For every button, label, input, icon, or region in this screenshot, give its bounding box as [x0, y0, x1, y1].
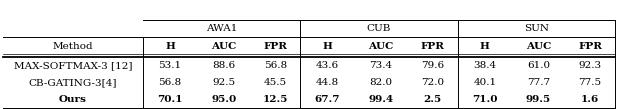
Text: CB-GATING-3[4]: CB-GATING-3[4] [29, 78, 117, 87]
Text: AUC: AUC [369, 43, 394, 51]
Text: 95.0: 95.0 [211, 95, 236, 104]
Text: Ours: Ours [59, 95, 87, 104]
Text: 92.3: 92.3 [579, 61, 602, 70]
Text: 12.5: 12.5 [262, 95, 288, 104]
Text: 44.8: 44.8 [316, 78, 339, 87]
Text: CUB: CUB [367, 24, 391, 33]
Text: 73.4: 73.4 [369, 61, 393, 70]
Text: AUC: AUC [211, 43, 236, 51]
Text: 43.6: 43.6 [316, 61, 339, 70]
Text: 99.4: 99.4 [369, 95, 394, 104]
Text: FPR: FPR [420, 43, 445, 51]
Text: 99.5: 99.5 [526, 95, 551, 104]
Text: 72.0: 72.0 [421, 78, 444, 87]
Text: 82.0: 82.0 [369, 78, 393, 87]
Text: H: H [165, 43, 175, 51]
Text: FPR: FPR [263, 43, 287, 51]
Text: 79.6: 79.6 [421, 61, 444, 70]
Text: 45.5: 45.5 [264, 78, 287, 87]
Text: 70.1: 70.1 [157, 95, 182, 104]
Text: AUC: AUC [526, 43, 551, 51]
Text: 40.1: 40.1 [473, 78, 497, 87]
Text: H: H [480, 43, 490, 51]
Text: 71.0: 71.0 [472, 95, 497, 104]
Text: Method: Method [52, 43, 93, 51]
Text: 67.7: 67.7 [315, 95, 340, 104]
Text: 61.0: 61.0 [527, 61, 550, 70]
Text: 77.7: 77.7 [527, 78, 550, 87]
Text: 56.8: 56.8 [158, 78, 182, 87]
Text: SUN: SUN [524, 24, 549, 33]
Text: 88.6: 88.6 [212, 61, 236, 70]
Text: 1.6: 1.6 [581, 95, 599, 104]
Text: 77.5: 77.5 [579, 78, 602, 87]
Text: 53.1: 53.1 [158, 61, 182, 70]
Text: 56.8: 56.8 [264, 61, 287, 70]
Text: 92.5: 92.5 [212, 78, 236, 87]
Text: H: H [323, 43, 332, 51]
Text: MAX-SOFTMAX-3 [12]: MAX-SOFTMAX-3 [12] [13, 61, 132, 70]
Text: FPR: FPR [578, 43, 602, 51]
Text: AWA1: AWA1 [205, 24, 237, 33]
Text: 2.5: 2.5 [424, 95, 442, 104]
Text: 38.4: 38.4 [473, 61, 497, 70]
